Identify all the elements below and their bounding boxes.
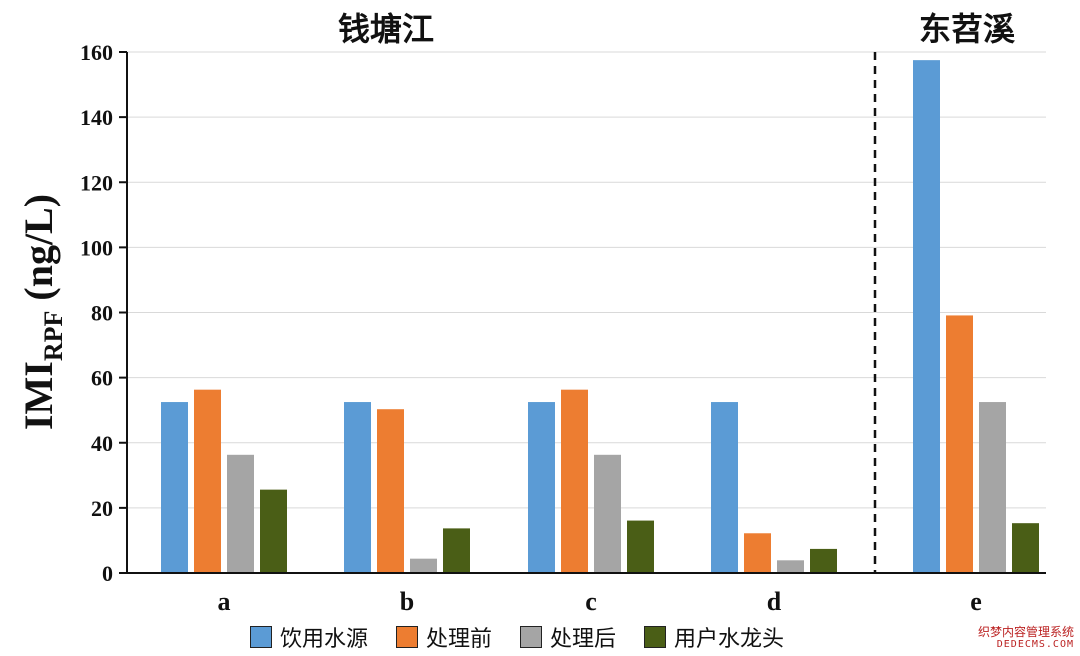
legend-label: 处理前 [426, 627, 493, 652]
bar-e-3 [1012, 523, 1039, 573]
legend-swatch [520, 626, 543, 648]
legend: 饮用水源 处理前 处理后 用户水龙头 [250, 620, 812, 654]
legend-label: 处理后 [550, 627, 617, 652]
y-tick-label: 60 [91, 366, 113, 391]
y-tick-label: 20 [91, 496, 113, 521]
bar-c-0 [528, 402, 555, 573]
y-tick-label: 120 [80, 170, 113, 195]
y-tick-label: 40 [91, 431, 113, 456]
legend-swatch [644, 626, 667, 648]
group-title: 钱塘江 [338, 10, 434, 48]
bar-e-2 [979, 402, 1006, 573]
y-tick-label: 140 [80, 105, 113, 130]
legend-item: 用户水龙头 [644, 621, 784, 653]
x-category-label: d [767, 587, 782, 616]
group-title: 东苕溪 [919, 10, 1016, 48]
y-label-subscript: RPF [39, 311, 68, 362]
bar-b-3 [443, 528, 470, 573]
y-tick-label: 80 [91, 301, 113, 326]
y-tick-labels: 0 20 40 60 80 100 120 140 160 [80, 40, 127, 586]
bar-chart: 0 20 40 60 80 100 120 140 160 a b c d e 钱塘江 东苕溪 IMIRP… [16, 10, 1046, 616]
grid-lines [127, 51, 1046, 509]
legend-item: 饮用水源 [250, 621, 368, 653]
bar-d-1 [744, 533, 771, 573]
x-category-labels: a b c d e [218, 587, 982, 616]
y-tick-label: 100 [80, 235, 113, 260]
bar-e-0 [913, 60, 940, 573]
y-axis-label: IMIRPF (ng/L) [16, 194, 68, 430]
y-tick-label: 0 [102, 561, 113, 586]
bars [161, 60, 1039, 573]
group-titles: 钱塘江 东苕溪 [338, 10, 1016, 48]
bar-c-2 [594, 454, 621, 573]
bar-d-2 [777, 560, 804, 573]
watermark-line1: 织梦内容管理系统 [977, 624, 1074, 639]
x-category-label: a [218, 587, 231, 616]
legend-item: 处理前 [396, 621, 492, 653]
bar-e-1 [946, 315, 973, 573]
legend-swatch [396, 626, 419, 648]
watermark: 织梦内容管理系统 DEDECMS.COM [977, 624, 1074, 650]
bar-a-3 [260, 489, 287, 573]
y-label-main: IMI [16, 361, 61, 430]
bar-c-3 [627, 520, 654, 573]
bar-b-1 [377, 409, 404, 573]
legend-swatch [250, 626, 272, 648]
x-category-label: c [585, 587, 597, 616]
bar-a-2 [227, 454, 254, 573]
x-category-label: b [400, 587, 414, 616]
legend-label: 饮用水源 [280, 627, 369, 652]
bar-b-0 [344, 402, 371, 573]
legend-label: 用户水龙头 [674, 627, 785, 652]
legend-item: 处理后 [520, 621, 616, 653]
bar-a-0 [161, 402, 188, 573]
bar-b-2 [410, 558, 437, 573]
bar-a-1 [194, 389, 221, 573]
bar-d-3 [810, 548, 837, 573]
y-label-unit: (ng/L) [16, 194, 61, 311]
bar-d-0 [711, 402, 738, 573]
y-tick-label: 160 [80, 40, 113, 65]
watermark-line2: DEDECMS.COM [996, 639, 1074, 650]
bar-c-1 [561, 389, 588, 573]
x-category-label: e [970, 587, 982, 616]
